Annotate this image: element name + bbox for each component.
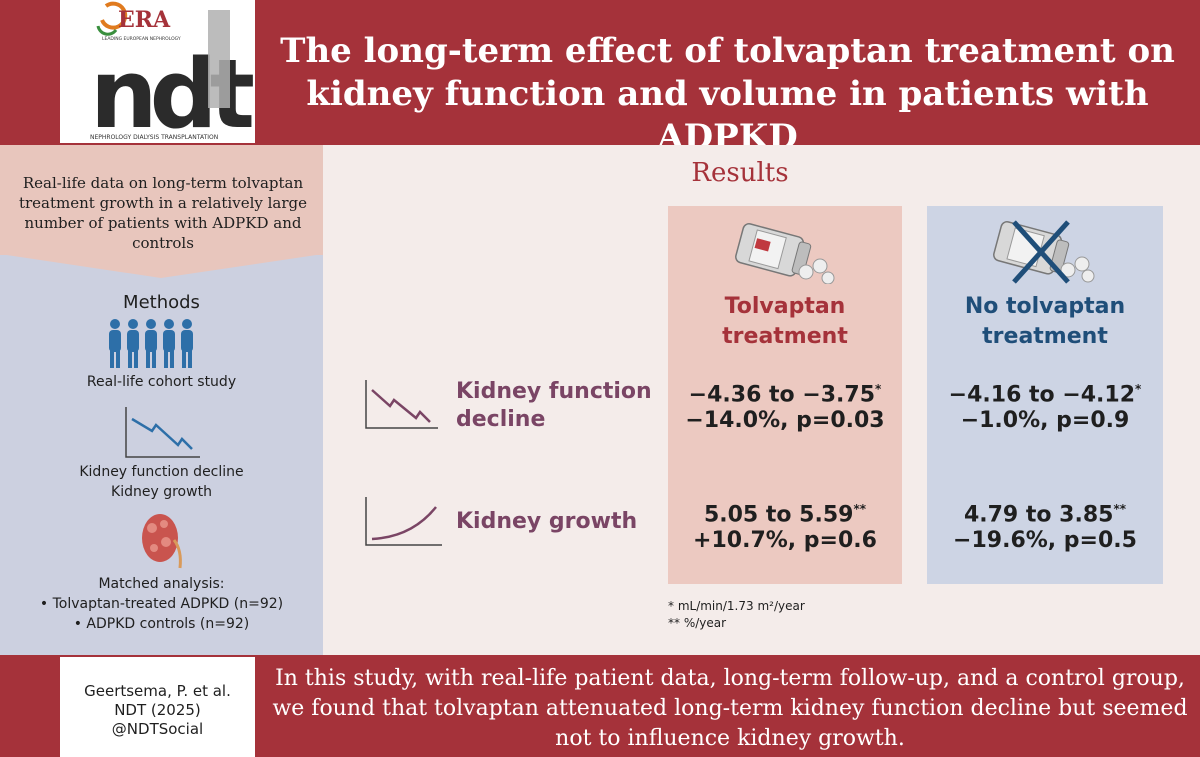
results-title: Results: [691, 158, 789, 188]
methods-title: Methods: [123, 292, 200, 313]
matched-item-treated: • Tolvaptan-treated ADPKD (n=92): [39, 596, 284, 612]
svg-text:ERA: ERA: [118, 7, 171, 33]
col-header-tolvaptan-line2: treatment: [722, 324, 848, 349]
journal-logo: ERA LEADING EUROPEAN NEPHROLOGY ndt NEPH…: [60, 0, 262, 150]
page-title: The long-term effect of tolvaptan treatm…: [280, 31, 1175, 157]
no-tolvaptan-growth-change: −19.6%, p=0.5: [953, 528, 1137, 553]
matched-title: Matched analysis:: [98, 576, 225, 592]
svg-text:NEPHROLOGY DIALYSIS TRANSPLANT: NEPHROLOGY DIALYSIS TRANSPLANTATION: [90, 134, 218, 141]
kidney-growth-icon: [365, 497, 442, 546]
outcome-label-function: Kidney function decline: [79, 464, 244, 480]
intro-text: Real-life data on long-term tolvaptan tr…: [18, 174, 308, 252]
citation-authors: Geertsema, P. et al.: [84, 682, 231, 700]
citation: Geertsema, P. et al. NDT (2025) @NDTSoci…: [60, 682, 255, 739]
citation-handle: @NDTSocial: [111, 720, 204, 738]
tolvaptan-growth-range: 5.05 to 5.59**: [703, 502, 867, 528]
intro-arrow: [0, 254, 323, 278]
col-header-no-tolvaptan-line1: No tolvaptan: [964, 294, 1126, 319]
no-tolvaptan-function-range: −4.16 to −4.12*: [948, 382, 1142, 408]
outcome-label-growth: Kidney growth: [111, 484, 212, 500]
kidney-icon: [142, 514, 182, 569]
tolvaptan-growth-change: +10.7%, p=0.6: [693, 528, 877, 553]
col-header-tolvaptan-line1: Tolvaptan: [724, 294, 846, 319]
function-decline-icon: [365, 380, 438, 429]
citation-journal: NDT (2025): [114, 701, 201, 719]
row-label-growth: Kidney growth: [456, 509, 638, 534]
decline-chart-icon: [125, 407, 200, 458]
row-label-function-line1: Kidney function: [456, 379, 652, 404]
crossed-pill-bottle-icon: [993, 220, 1095, 284]
intro-panel: [0, 145, 323, 255]
tolvaptan-function-change: −14.0%, p=0.03: [685, 408, 885, 433]
col-header-no-tolvaptan-line2: treatment: [982, 324, 1108, 349]
no-tolvaptan-growth-range: 4.79 to 3.85**: [963, 502, 1127, 528]
footnote-units-growth: ** %/year: [668, 616, 727, 630]
pill-bottle-icon: [735, 223, 835, 284]
row-label-function-line2: decline: [456, 407, 546, 432]
people-icon: [109, 319, 193, 368]
citation-box: [60, 657, 255, 757]
matched-item-controls: • ADPKD controls (n=92): [73, 616, 250, 632]
conclusion-text: In this study, with real-life patient da…: [272, 666, 1188, 751]
cohort-label: Real-life cohort study: [86, 374, 237, 390]
tolvaptan-function-range: −4.36 to −3.75*: [688, 382, 882, 408]
no-tolvaptan-function-change: −1.0%, p=0.9: [960, 408, 1130, 433]
footnote-units-function: * mL/min/1.73 m²/year: [668, 599, 805, 613]
svg-text:ndt: ndt: [90, 40, 254, 143]
svg-text:LEADING EUROPEAN NEPHROLOGY: LEADING EUROPEAN NEPHROLOGY: [102, 36, 181, 42]
